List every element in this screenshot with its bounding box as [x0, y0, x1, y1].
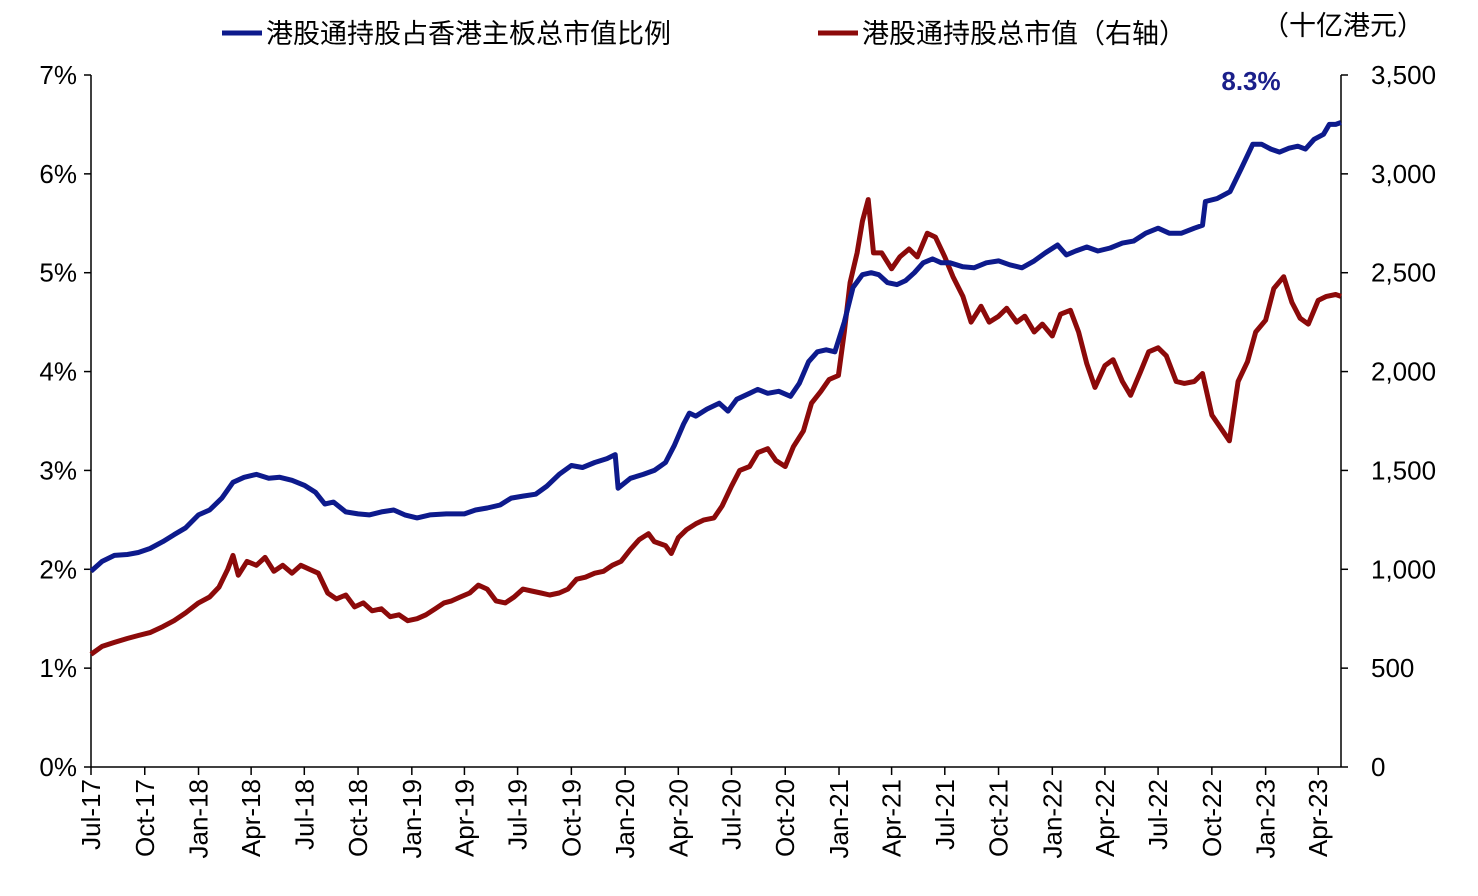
x-tick-label: Apr-22 — [1090, 779, 1120, 857]
x-tick-label: Jan-20 — [610, 779, 640, 859]
right-tick-label: 2,500 — [1371, 258, 1436, 288]
legend-label-share: 港股通持股占香港主板总市值比例 — [266, 19, 671, 50]
x-tick-label: Apr-18 — [236, 779, 266, 857]
x-tick-label: Jul-21 — [930, 779, 960, 850]
x-tick-label: Jul-22 — [1143, 779, 1173, 850]
left-tick-label: 2% — [39, 554, 77, 584]
legend-label-market-cap: 港股通持股总市值（右轴） — [862, 19, 1186, 50]
right-tick-label: 500 — [1371, 653, 1414, 683]
left-y-ticks: 0% 1% 2% 3% 4% 5% 6% 7% — [39, 60, 91, 782]
x-tick-label: Jul-20 — [716, 779, 746, 850]
left-tick-label: 0% — [39, 752, 77, 782]
legend: 港股通持股占香港主板总市值比例 港股通持股总市值（右轴） — [222, 19, 1186, 50]
x-tick-label: Oct-22 — [1197, 779, 1227, 857]
right-y-ticks: 0 500 1,000 1,500 2,000 2,500 3,000 3,500 — [1341, 60, 1436, 782]
x-tick-label: Jul-17 — [76, 779, 106, 850]
left-tick-label: 1% — [39, 653, 77, 683]
x-tick-label: Jan-21 — [824, 779, 854, 859]
x-tick-label: Jan-19 — [397, 779, 427, 859]
x-tick-label: Oct-20 — [770, 779, 800, 857]
right-tick-label: 3,000 — [1371, 159, 1436, 189]
x-tick-label: Oct-19 — [556, 779, 586, 857]
annotation-latest-share: 8.3% — [1221, 66, 1280, 96]
x-tick-label: Oct-17 — [130, 779, 160, 857]
x-tick-label: Jan-23 — [1251, 779, 1281, 859]
left-tick-label: 4% — [39, 357, 77, 387]
series-line-share — [89, 120, 1342, 574]
axes — [90, 75, 1342, 768]
x-tick-label: Apr-20 — [663, 779, 693, 857]
x-tick-label: Oct-21 — [984, 779, 1014, 857]
x-tick-label: Jan-18 — [184, 779, 214, 859]
x-tick-label: Jul-18 — [289, 779, 319, 850]
left-tick-label: 5% — [39, 258, 77, 288]
right-tick-label: 3,500 — [1371, 60, 1436, 90]
right-tick-label: 0 — [1371, 752, 1385, 782]
x-tick-label: Apr-19 — [449, 779, 479, 857]
x-tick-label: Apr-23 — [1303, 779, 1333, 857]
right-tick-label: 1,500 — [1371, 455, 1436, 485]
x-ticks: Jul-17 Oct-17 Jan-18 Apr-18 Jul-18 Oct-18 Jan-… — [76, 767, 1333, 859]
x-tick-label: Apr-21 — [877, 779, 907, 857]
left-tick-label: 3% — [39, 455, 77, 485]
series-line-market-cap — [89, 197, 1342, 657]
right-axis-unit: （十亿港元） — [1262, 11, 1424, 42]
x-tick-label: Jan-22 — [1037, 779, 1067, 859]
left-tick-label: 6% — [39, 159, 77, 189]
x-tick-label: Oct-18 — [343, 779, 373, 857]
right-tick-label: 1,000 — [1371, 554, 1436, 584]
left-tick-label: 7% — [39, 60, 77, 90]
x-tick-label: Jul-19 — [503, 779, 533, 850]
right-tick-label: 2,000 — [1371, 357, 1436, 387]
